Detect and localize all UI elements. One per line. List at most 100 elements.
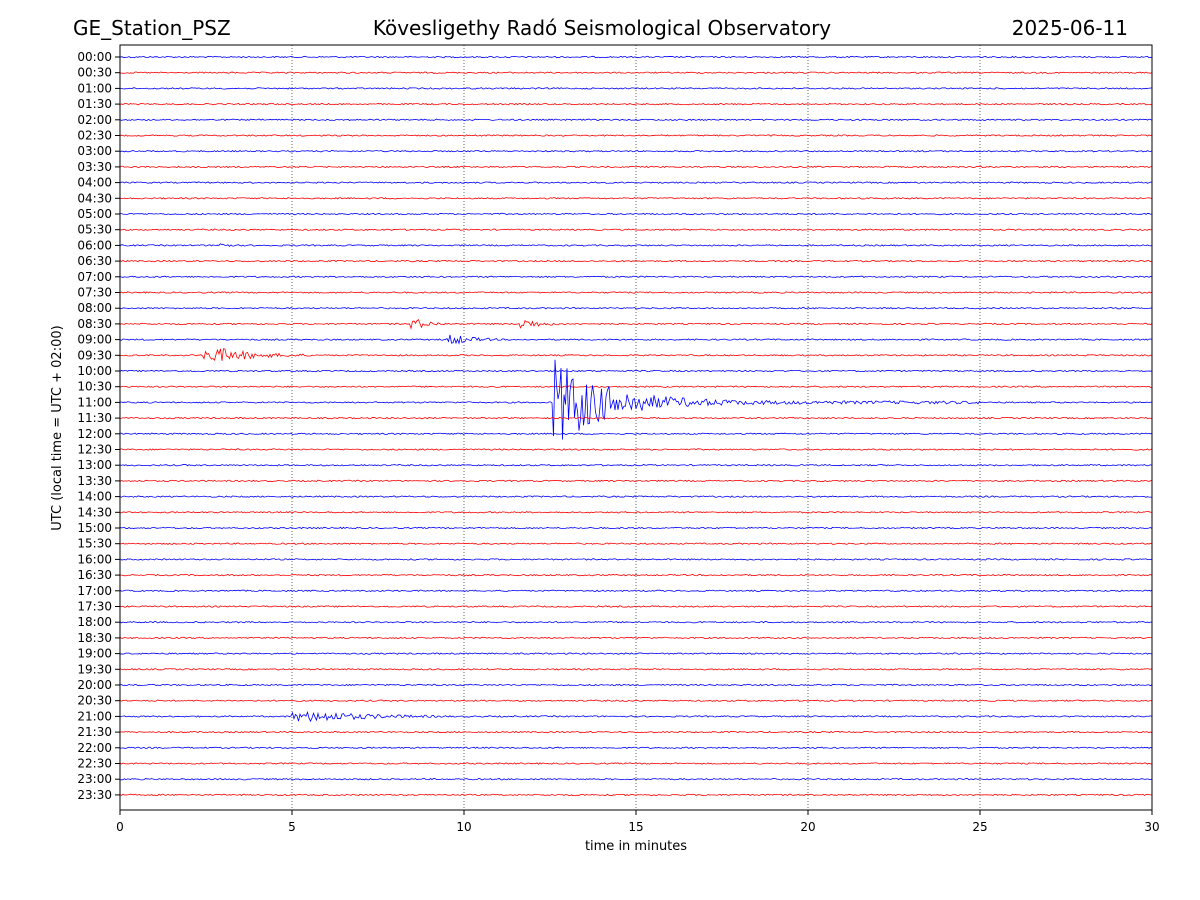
y-tick-label: 15:00 bbox=[77, 521, 112, 535]
trace-1030 bbox=[119, 385, 1153, 388]
trace-1800 bbox=[119, 621, 1153, 624]
y-tick-label: 04:00 bbox=[77, 176, 112, 190]
trace-1830 bbox=[119, 636, 1153, 640]
y-tick-label: 08:00 bbox=[77, 301, 112, 315]
y-tick-label: 07:00 bbox=[77, 270, 112, 284]
y-tick-label: 12:00 bbox=[77, 427, 112, 441]
y-tick-label: 10:00 bbox=[77, 364, 112, 378]
trace-2300 bbox=[119, 777, 1153, 781]
trace-1900 bbox=[119, 652, 1153, 655]
y-tick-label: 21:30 bbox=[77, 725, 112, 739]
trace-0100 bbox=[119, 87, 1153, 90]
y-tick-label: 09:00 bbox=[77, 333, 112, 347]
trace-1500 bbox=[119, 526, 1153, 530]
trace-1100 bbox=[119, 359, 1153, 440]
y-tick-label: 23:00 bbox=[77, 772, 112, 786]
trace-1700 bbox=[119, 589, 1153, 593]
plot-frame bbox=[119, 44, 1153, 811]
y-tick-label: 02:00 bbox=[77, 113, 112, 127]
trace-1230 bbox=[119, 448, 1153, 451]
trace-0230 bbox=[119, 134, 1153, 137]
trace-0330 bbox=[119, 165, 1153, 169]
trace-0930 bbox=[119, 348, 1153, 361]
trace-0500 bbox=[119, 212, 1153, 216]
trace-0430 bbox=[119, 197, 1153, 200]
y-tick-label: 05:30 bbox=[77, 223, 112, 237]
trace-2330 bbox=[119, 793, 1153, 797]
x-ticks: 0 5 10 15 20 25 30 bbox=[116, 810, 1160, 834]
trace-0400 bbox=[119, 181, 1153, 184]
trace-0800 bbox=[119, 307, 1153, 310]
trace-1530 bbox=[119, 542, 1153, 545]
y-axis-label: UTC (local time = UTC + 02:00) bbox=[50, 325, 65, 530]
trace-0830 bbox=[119, 319, 1153, 330]
trace-1730 bbox=[119, 605, 1153, 608]
y-tick-label: 23:30 bbox=[77, 788, 112, 802]
y-tick-label: 00:00 bbox=[77, 50, 112, 64]
y-tick-label: 20:30 bbox=[77, 694, 112, 708]
y-tick-label: 06:00 bbox=[77, 238, 112, 252]
y-tick-label: 03:30 bbox=[77, 160, 112, 174]
y-tick-label: 19:30 bbox=[77, 662, 112, 676]
x-tick-label: 5 bbox=[288, 820, 296, 834]
trace-group bbox=[119, 55, 1153, 797]
y-tick-label: 18:00 bbox=[77, 615, 112, 629]
trace-0000 bbox=[119, 55, 1153, 59]
y-tick-label: 22:00 bbox=[77, 741, 112, 755]
x-tick-label: 30 bbox=[1144, 820, 1159, 834]
station-title: GE_Station_PSZ bbox=[73, 16, 231, 40]
trace-2000 bbox=[119, 683, 1153, 687]
y-tick-label: 16:30 bbox=[77, 568, 112, 582]
y-tick-label: 19:00 bbox=[77, 647, 112, 661]
y-tick-label: 08:30 bbox=[77, 317, 112, 331]
trace-0730 bbox=[119, 291, 1153, 294]
y-tick-label: 02:30 bbox=[77, 129, 112, 143]
trace-0200 bbox=[119, 118, 1153, 121]
y-tick-label: 14:00 bbox=[77, 490, 112, 504]
trace-1630 bbox=[119, 573, 1153, 577]
trace-0700 bbox=[119, 275, 1153, 279]
trace-1130 bbox=[119, 416, 1153, 420]
trace-1330 bbox=[119, 479, 1153, 483]
y-tick-label: 13:00 bbox=[77, 458, 112, 472]
y-tick-label: 11:00 bbox=[77, 395, 112, 409]
y-tick-label: 18:30 bbox=[77, 631, 112, 645]
x-tick-label: 15 bbox=[628, 820, 643, 834]
y-tick-label: 12:30 bbox=[77, 443, 112, 457]
trace-0530 bbox=[119, 228, 1153, 231]
trace-0630 bbox=[119, 259, 1153, 263]
trace-1400 bbox=[119, 495, 1153, 498]
y-tick-label: 16:00 bbox=[77, 552, 112, 566]
trace-2030 bbox=[119, 699, 1153, 702]
trace-2130 bbox=[119, 730, 1153, 734]
x-tick-label: 20 bbox=[800, 820, 815, 834]
y-tick-label: 00:30 bbox=[77, 66, 112, 80]
y-tick-label: 07:30 bbox=[77, 286, 112, 300]
vertical-grid bbox=[291, 45, 981, 810]
y-tick-label: 15:30 bbox=[77, 537, 112, 551]
trace-1600 bbox=[119, 558, 1153, 561]
y-tick-label: 17:00 bbox=[77, 584, 112, 598]
y-tick-label: 03:00 bbox=[77, 144, 112, 158]
date-title: 2025-06-11 bbox=[1012, 16, 1128, 40]
y-tick-label: 22:30 bbox=[77, 757, 112, 771]
x-tick-label: 0 bbox=[116, 820, 124, 834]
y-tick-label: 21:00 bbox=[77, 709, 112, 723]
trace-1000 bbox=[119, 369, 1153, 373]
y-tick-label: 01:00 bbox=[77, 81, 112, 95]
y-tick-label: 17:30 bbox=[77, 600, 112, 614]
y-tick-label: 14:30 bbox=[77, 505, 112, 519]
x-tick-label: 10 bbox=[456, 820, 471, 834]
trace-0900 bbox=[119, 334, 1153, 345]
y-tick-label: 04:30 bbox=[77, 191, 112, 205]
trace-0130 bbox=[119, 102, 1153, 106]
y-tick-label: 10:30 bbox=[77, 380, 112, 394]
trace-1300 bbox=[119, 463, 1153, 467]
y-tick-label: 05:00 bbox=[77, 207, 112, 221]
y-tick-label: 13:30 bbox=[77, 474, 112, 488]
y-tick-label: 06:30 bbox=[77, 254, 112, 268]
x-axis-label: time in minutes bbox=[585, 839, 687, 854]
trace-2230 bbox=[119, 762, 1153, 765]
